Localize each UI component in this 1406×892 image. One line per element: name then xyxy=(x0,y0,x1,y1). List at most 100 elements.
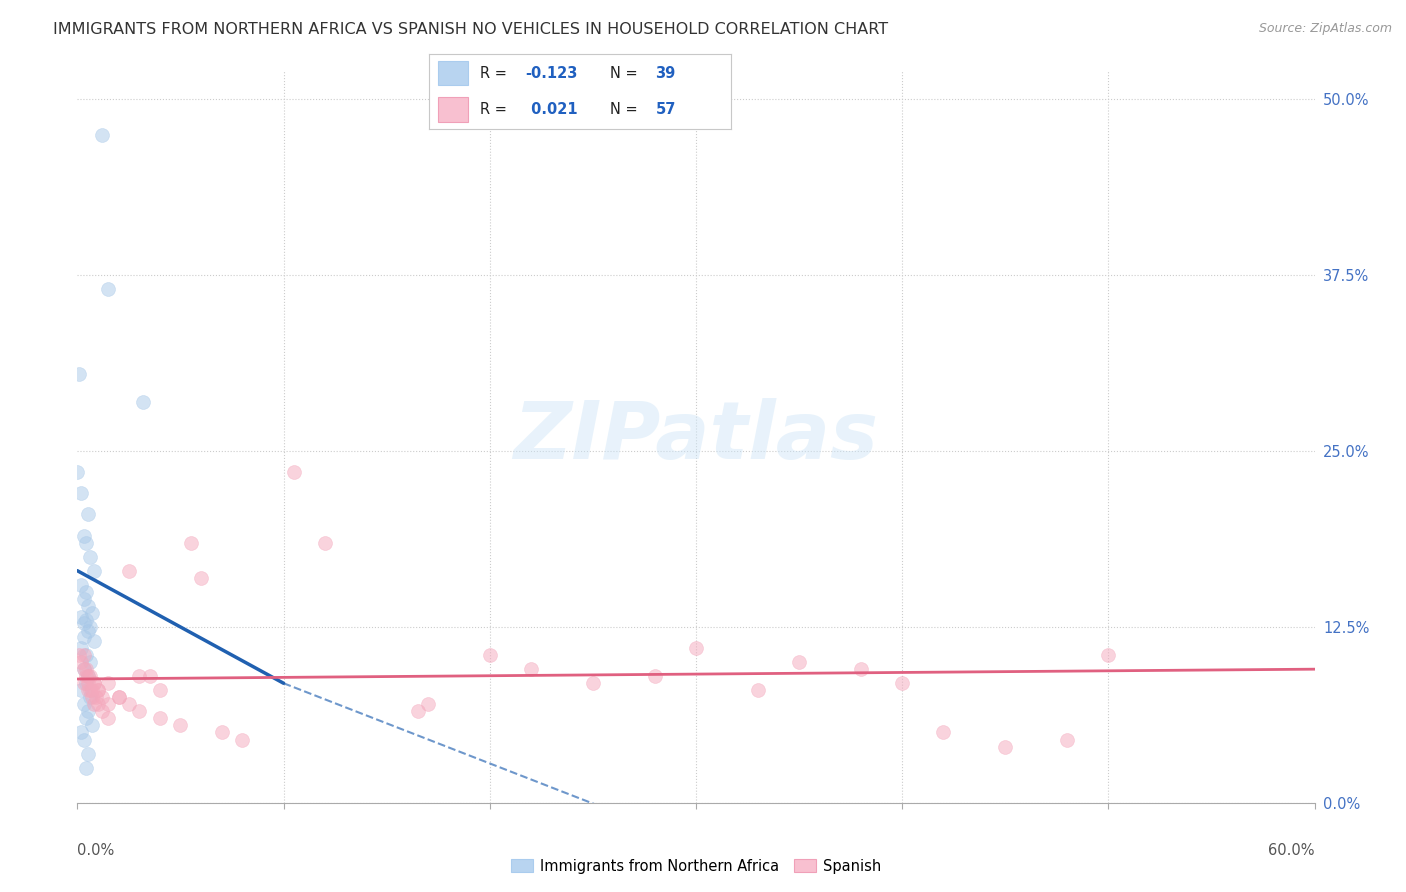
Point xyxy=(70,486,93,500)
Point xyxy=(128,705,150,719)
Point xyxy=(75,662,97,676)
Point xyxy=(76,669,98,683)
Text: IMMIGRANTS FROM NORTHERN AFRICA VS SPANISH NO VEHICLES IN HOUSEHOLD CORRELATION : IMMIGRANTS FROM NORTHERN AFRICA VS SPANI… xyxy=(53,22,889,37)
Point xyxy=(76,599,98,613)
Text: ZIPatlas: ZIPatlas xyxy=(513,398,879,476)
Point xyxy=(75,584,97,599)
Legend: Immigrants from Northern Africa, Spanish: Immigrants from Northern Africa, Spanish xyxy=(505,853,887,880)
Point xyxy=(932,725,955,739)
Point xyxy=(97,711,120,725)
Point xyxy=(79,690,101,705)
Point xyxy=(70,610,93,624)
Point xyxy=(180,535,202,549)
Point xyxy=(994,739,1017,754)
Point xyxy=(83,676,105,690)
Text: 60.0%: 60.0% xyxy=(1268,843,1315,858)
Point xyxy=(231,732,253,747)
Text: N =: N = xyxy=(610,102,643,117)
Point xyxy=(97,676,120,690)
Point xyxy=(72,630,94,644)
Point xyxy=(70,683,93,698)
Point xyxy=(314,535,336,549)
Point xyxy=(149,683,172,698)
Point xyxy=(87,698,110,712)
Point xyxy=(406,705,429,719)
Point xyxy=(87,683,110,698)
Point xyxy=(107,690,129,705)
Point xyxy=(582,676,605,690)
Point xyxy=(72,676,94,690)
Point xyxy=(83,564,105,578)
Point xyxy=(72,528,94,542)
Point xyxy=(685,641,707,656)
Point xyxy=(79,655,101,669)
Point xyxy=(891,676,914,690)
Point xyxy=(132,395,155,409)
Bar xyxy=(437,97,468,122)
Point xyxy=(67,648,90,662)
Point xyxy=(76,705,98,719)
Point xyxy=(72,662,94,676)
Text: 0.021: 0.021 xyxy=(526,102,578,117)
Point xyxy=(75,648,97,662)
Text: R =: R = xyxy=(481,66,512,81)
Point xyxy=(70,578,93,592)
Point xyxy=(76,683,98,698)
Point xyxy=(79,669,101,683)
Point xyxy=(211,725,233,739)
Point xyxy=(75,676,97,690)
Point xyxy=(70,725,93,739)
Point xyxy=(80,690,103,705)
Point xyxy=(128,669,150,683)
Text: 39: 39 xyxy=(655,66,676,81)
Point xyxy=(67,367,90,381)
Point xyxy=(75,535,97,549)
Point xyxy=(190,571,212,585)
Point xyxy=(75,669,97,683)
Text: Source: ZipAtlas.com: Source: ZipAtlas.com xyxy=(1258,22,1392,36)
Text: 0.0%: 0.0% xyxy=(77,843,114,858)
Point xyxy=(118,698,141,712)
Point xyxy=(83,676,105,690)
Point xyxy=(1056,732,1078,747)
Point xyxy=(787,655,810,669)
Point xyxy=(1097,648,1119,662)
Point xyxy=(97,698,120,712)
Point xyxy=(76,669,98,683)
Text: 57: 57 xyxy=(655,102,676,117)
Point xyxy=(72,698,94,712)
Point xyxy=(169,718,191,732)
Point xyxy=(72,591,94,606)
Point xyxy=(70,641,93,656)
Point xyxy=(76,624,98,639)
Point xyxy=(72,648,94,662)
Point xyxy=(478,648,501,662)
Text: -0.123: -0.123 xyxy=(526,66,578,81)
Point xyxy=(87,683,110,698)
Point xyxy=(416,698,439,712)
Point xyxy=(80,683,103,698)
Point xyxy=(520,662,543,676)
Point xyxy=(75,711,97,725)
Point xyxy=(283,465,305,479)
Point xyxy=(83,698,105,712)
Point xyxy=(79,683,101,698)
Point xyxy=(84,690,107,705)
Point xyxy=(80,606,103,620)
Point xyxy=(79,549,101,564)
Point xyxy=(66,465,89,479)
Point xyxy=(72,615,94,630)
Point xyxy=(644,669,666,683)
Point xyxy=(849,662,872,676)
Point xyxy=(91,705,114,719)
Point xyxy=(72,662,94,676)
Point xyxy=(83,634,105,648)
Point xyxy=(747,683,769,698)
Point xyxy=(76,747,98,761)
Point xyxy=(138,669,160,683)
Point xyxy=(118,564,141,578)
Text: N =: N = xyxy=(610,66,643,81)
Text: R =: R = xyxy=(481,102,512,117)
Point xyxy=(76,508,98,522)
Point xyxy=(149,711,172,725)
